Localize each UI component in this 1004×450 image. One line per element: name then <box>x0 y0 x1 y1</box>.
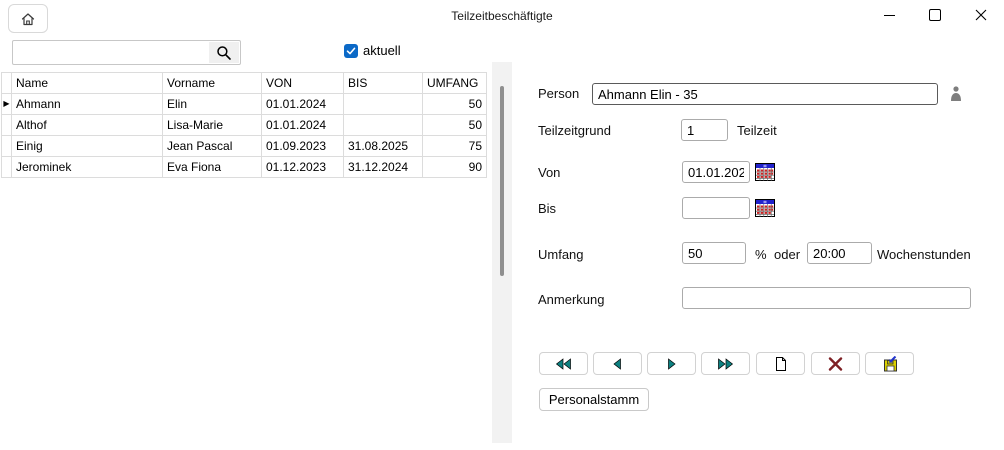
table-header-vorname[interactable]: Vorname <box>163 73 262 94</box>
table-cell-von[interactable]: 01.09.2023 <box>262 136 344 157</box>
umfang-percent-input[interactable] <box>682 242 746 264</box>
table-header-bis[interactable]: BIS <box>344 73 423 94</box>
search-button[interactable] <box>209 42 239 63</box>
aktuell-label: aktuell <box>363 43 401 58</box>
home-icon <box>21 12 35 25</box>
umfang-label: Umfang <box>538 247 584 262</box>
last-record-button[interactable] <box>701 352 750 375</box>
prev-record-button[interactable] <box>593 352 642 375</box>
floppy-disk-icon <box>883 355 897 371</box>
home-button[interactable] <box>8 4 48 33</box>
table-header-umfang[interactable]: UMFANG <box>423 73 487 94</box>
bis-calendar-button[interactable] <box>755 199 775 217</box>
teilzeitgrund-input[interactable] <box>681 119 728 141</box>
close-icon <box>975 9 987 21</box>
table-cell-vorname[interactable]: Elin <box>163 94 262 115</box>
row-selector <box>2 157 12 178</box>
window-title: Teilzeitbeschäftigte <box>451 9 553 23</box>
table-cell-bis[interactable]: 31.12.2024 <box>344 157 423 178</box>
table-cell-von[interactable]: 01.01.2024 <box>262 115 344 136</box>
table-cell-von[interactable]: 01.01.2024 <box>262 94 344 115</box>
row-selector <box>2 115 12 136</box>
table-cell-name[interactable]: Einig <box>12 136 163 157</box>
person-icon[interactable] <box>948 85 964 102</box>
table-header-name[interactable]: Name <box>12 73 163 94</box>
von-label: Von <box>538 165 561 180</box>
new-record-button[interactable] <box>756 352 805 375</box>
bis-input[interactable] <box>682 197 750 219</box>
delete-record-button[interactable] <box>811 352 860 375</box>
oder-label: oder <box>774 247 801 262</box>
minimize-icon <box>883 14 895 16</box>
red-x-icon <box>828 356 843 371</box>
first-record-button[interactable] <box>539 352 588 375</box>
anmerkung-label: Anmerkung <box>538 292 605 307</box>
table-cell-name[interactable]: Jerominek <box>12 157 163 178</box>
save-record-button[interactable] <box>865 352 914 375</box>
person-input[interactable] <box>592 83 938 105</box>
anmerkung-input[interactable] <box>682 287 971 309</box>
employee-table: Name Vorname VON BIS UMFANG ▶ Ahmann Eli… <box>1 72 487 178</box>
checkmark-icon <box>346 47 356 55</box>
maximize-icon <box>929 9 941 21</box>
minimize-button[interactable] <box>866 0 912 30</box>
table-header-von[interactable]: VON <box>262 73 344 94</box>
table-cell-name[interactable]: Althof <box>12 115 163 136</box>
table-cell-vorname[interactable]: Jean Pascal <box>163 136 262 157</box>
row-selector-indicator: ▶ <box>2 94 12 115</box>
table-cell-name[interactable]: Ahmann <box>12 94 163 115</box>
table-header-selector <box>2 73 12 94</box>
search-input[interactable] <box>16 42 210 63</box>
arrow-left-icon <box>613 357 621 370</box>
table-cell-bis[interactable] <box>344 94 423 115</box>
table-cell-umfang[interactable]: 50 <box>423 94 487 115</box>
table-cell-vorname[interactable]: Eva Fiona <box>163 157 262 178</box>
von-input[interactable] <box>682 161 750 183</box>
teilzeitgrund-text: Teilzeit <box>737 123 777 138</box>
calendar-icon <box>755 163 775 181</box>
table-cell-von[interactable]: 01.12.2023 <box>262 157 344 178</box>
blank-page-icon <box>775 356 786 371</box>
table-cell-vorname[interactable]: Lisa-Marie <box>163 115 262 136</box>
close-button[interactable] <box>958 0 1004 30</box>
search-box <box>12 40 241 65</box>
von-calendar-button[interactable] <box>755 163 775 181</box>
double-arrow-left-icon <box>555 357 571 370</box>
personalstamm-button[interactable]: Personalstamm <box>539 388 649 411</box>
person-label: Person <box>538 86 580 101</box>
maximize-button[interactable] <box>912 0 958 30</box>
table-cell-umfang[interactable]: 50 <box>423 115 487 136</box>
row-selector <box>2 136 12 157</box>
table-cell-umfang[interactable]: 75 <box>423 136 487 157</box>
aktuell-checkbox[interactable] <box>344 44 358 58</box>
percent-sign: % <box>755 247 767 262</box>
umfang-hours-input[interactable] <box>807 242 872 264</box>
magnifier-icon <box>217 45 231 60</box>
teilzeitgrund-label: Teilzeitgrund <box>538 123 611 138</box>
wochenstunden-label: Wochenstunden <box>877 247 971 262</box>
next-record-button[interactable] <box>647 352 696 375</box>
calendar-icon <box>755 199 775 217</box>
vertical-scrollbar-thumb[interactable] <box>500 86 504 276</box>
table-cell-bis[interactable]: 31.08.2025 <box>344 136 423 157</box>
table-cell-bis[interactable] <box>344 115 423 136</box>
arrow-right-icon <box>668 357 676 370</box>
table-cell-umfang[interactable]: 90 <box>423 157 487 178</box>
bis-label: Bis <box>538 201 557 216</box>
double-arrow-right-icon <box>718 357 734 370</box>
